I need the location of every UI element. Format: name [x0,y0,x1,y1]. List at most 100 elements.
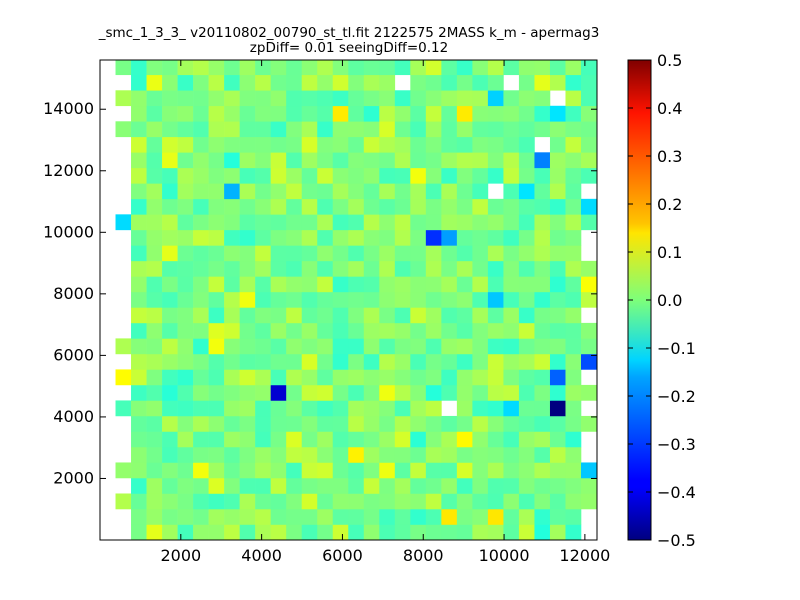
heatmap-cell [534,384,551,401]
heatmap-cell [332,260,349,277]
heatmap-cell [286,74,303,91]
heatmap-cell [270,415,287,432]
heatmap-cell [162,74,178,91]
heatmap-cell [549,183,566,200]
heatmap-cell [549,198,566,215]
heatmap-cell [425,105,442,122]
heatmap-cell [224,183,240,200]
heatmap-cell [441,431,458,448]
heatmap-cell [255,105,271,122]
heatmap-cell [177,245,194,262]
heatmap-cell [162,198,178,215]
heatmap-cell [332,136,349,153]
heatmap-cell [332,431,349,448]
heatmap-cell [224,276,240,293]
heatmap-cell [332,384,349,401]
heatmap-cell [224,198,240,215]
heatmap-cell [394,291,411,308]
heatmap-cell [162,105,178,122]
heatmap-cell [549,322,566,339]
heatmap-cell [394,167,411,184]
heatmap-cell [487,400,504,417]
heatmap-cell [317,105,334,122]
heatmap-cell [472,369,489,386]
heatmap-cell [441,276,458,293]
heatmap-cell [394,338,411,355]
heatmap-cell [379,524,396,541]
heatmap-cell [162,152,178,169]
y-tick-label: 2000 [53,468,94,487]
heatmap-cell [441,121,458,138]
heatmap-cell [224,245,240,262]
heatmap-cell [549,60,566,76]
heatmap-cell [146,167,163,184]
heatmap-cell [394,322,411,339]
heatmap-cell [286,369,303,386]
heatmap-cell [131,183,147,200]
heatmap-cell [224,322,240,339]
heatmap-cell [224,229,240,246]
heatmap-cell [534,322,551,339]
heatmap-cell [379,198,396,215]
heatmap-cell [162,90,178,107]
heatmap-cell [239,105,256,122]
heatmap-cell [193,431,209,448]
heatmap-cell [224,121,240,138]
heatmap-cell [146,400,163,417]
heatmap-cell [518,152,535,169]
heatmap-cell [208,431,225,448]
heatmap-cell [301,74,318,91]
heatmap-cell [518,307,535,324]
heatmap-cell [503,369,520,386]
heatmap-cell [363,477,380,494]
heatmap-cell [146,74,163,91]
heatmap-cell [239,369,256,386]
heatmap-cell [518,121,535,138]
heatmap-cell [581,462,597,479]
heatmap-cell [549,214,566,231]
heatmap-cell [394,276,411,293]
heatmap-cell [317,415,334,432]
heatmap-cell [565,338,582,355]
heatmap-cell [193,477,209,494]
heatmap-cell [410,60,427,76]
heatmap-cell [363,136,380,153]
heatmap-cell [410,105,427,122]
heatmap-cell [131,508,147,525]
heatmap-cell [286,400,303,417]
heatmap-cell [503,90,520,107]
heatmap-cell [286,431,303,448]
heatmap-cell [472,152,489,169]
heatmap-cell [162,384,178,401]
heatmap-cell [425,338,442,355]
heatmap-cell [379,338,396,355]
heatmap-cell [177,90,194,107]
heatmap-cell [131,477,147,494]
heatmap-cell [518,524,535,541]
heatmap-cell [224,446,240,463]
heatmap-cell [425,369,442,386]
heatmap-cell [239,384,256,401]
heatmap-cell [162,214,178,231]
heatmap-cell [193,524,209,541]
heatmap-cell [487,322,504,339]
heatmap-cell [193,105,209,122]
heatmap-cell [286,260,303,277]
heatmap-cell [363,167,380,184]
heatmap-cell [534,198,551,215]
heatmap-cell [425,229,442,246]
heatmap-cell [487,493,504,510]
heatmap-cell [441,415,458,432]
heatmap-cell [115,214,132,231]
heatmap-cell [441,322,458,339]
heatmap-cell [193,183,209,200]
heatmap-cell [363,74,380,91]
heatmap-cell [410,90,427,107]
heatmap-cell [348,384,365,401]
heatmap-cell [441,446,458,463]
heatmap-cell [301,260,318,277]
heatmap-cell [518,400,535,417]
colorbar-tick-label: −0.3 [657,435,696,454]
heatmap-cell [193,60,209,76]
heatmap-cell [332,415,349,432]
